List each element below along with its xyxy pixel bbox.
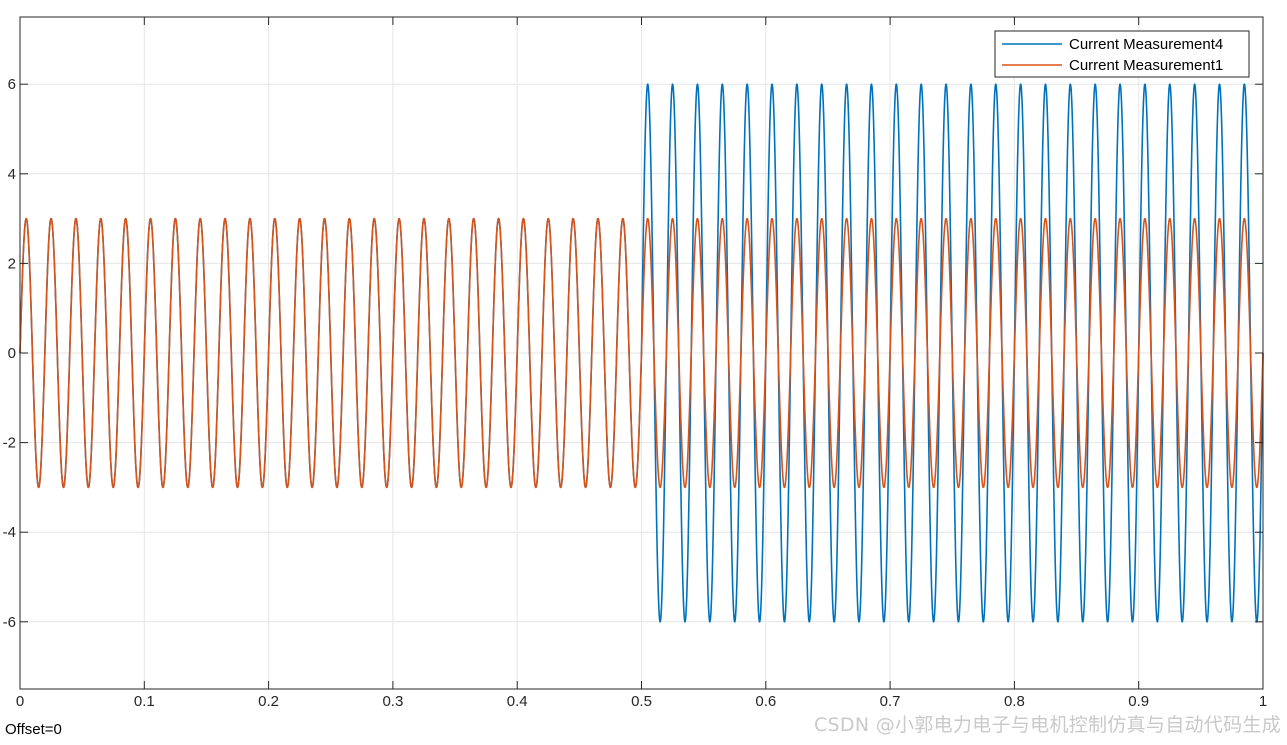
y-tick-label: 0 — [8, 345, 16, 362]
x-tick-label: 0.5 — [631, 693, 652, 710]
x-tick-label: 0.4 — [507, 693, 528, 710]
offset-label: Offset=0 — [5, 721, 62, 738]
x-tick-label: 0.9 — [1128, 693, 1149, 710]
y-tick-label: -2 — [3, 435, 16, 452]
x-tick-label: 0.8 — [1004, 693, 1025, 710]
legend: Current Measurement4 Current Measurement1 — [994, 30, 1250, 78]
x-axis-ticks: 0 0.1 0.2 0.3 0.4 0.5 0.6 0.7 0.8 0.9 1 — [16, 17, 1267, 710]
legend-entry-1: Current Measurement4 — [1069, 36, 1223, 53]
legend-box — [994, 30, 1250, 78]
series-layer — [19, 83, 1264, 623]
y-tick-label: 4 — [8, 166, 16, 183]
y-tick-label: 2 — [8, 255, 16, 272]
watermark-text: CSDN @小郭电力电子与电机控制仿真与自动代码生成 — [813, 714, 1281, 736]
x-tick-label: 0 — [16, 693, 24, 710]
y-tick-label: -6 — [3, 614, 16, 631]
x-tick-label: 0.7 — [880, 693, 901, 710]
series-line-2 — [19, 217, 1264, 489]
x-tick-label: 0.1 — [134, 693, 155, 710]
x-tick-label: 0.3 — [382, 693, 403, 710]
x-tick-label: 0.2 — [258, 693, 279, 710]
legend-entry-2: Current Measurement1 — [1069, 57, 1223, 74]
y-axis-ticks: -6 -4 -2 0 2 4 6 — [3, 76, 1263, 631]
x-tick-label: 0.6 — [755, 693, 776, 710]
y-tick-label: -4 — [3, 524, 16, 541]
y-tick-label: 6 — [8, 76, 16, 93]
x-tick-label: 1 — [1259, 693, 1267, 710]
